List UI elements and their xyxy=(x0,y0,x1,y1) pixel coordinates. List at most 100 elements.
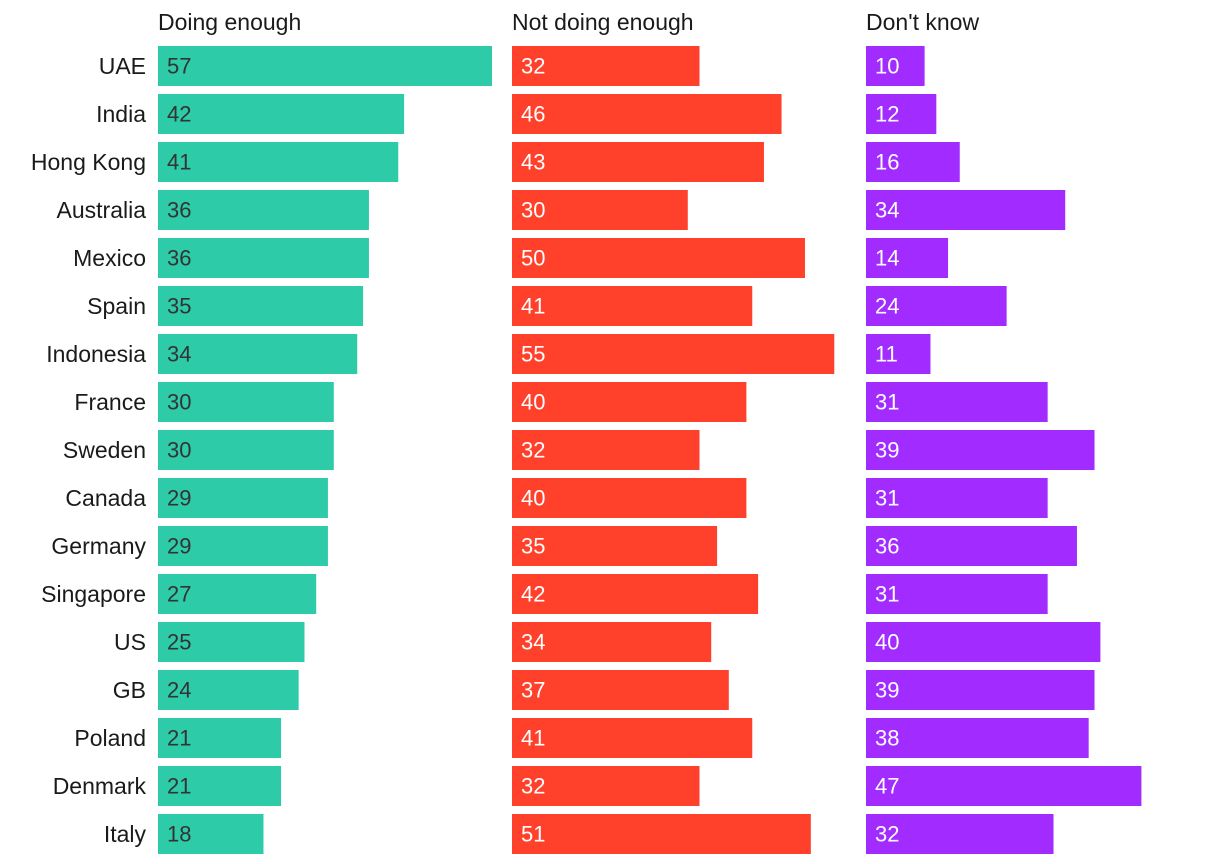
value-label: 57 xyxy=(167,54,191,79)
bar xyxy=(866,430,1095,470)
series-panel: 57 42 41 36 36 35 34 30 30 29 29 27 25 24 21 21 18 xyxy=(158,46,492,854)
series-panel: 32 46 43 30 50 41 55 40 32 40 35 42 34 37 41 32 51 xyxy=(512,46,835,854)
bar xyxy=(158,190,369,230)
bar xyxy=(512,574,759,614)
category-label: Canada xyxy=(65,485,146,511)
bar xyxy=(512,814,811,854)
bar xyxy=(158,334,358,374)
bar xyxy=(158,478,328,518)
value-label: 29 xyxy=(167,534,191,559)
value-label: 34 xyxy=(875,198,899,223)
value-label: 42 xyxy=(167,102,191,127)
bar xyxy=(512,46,700,86)
bar xyxy=(512,334,835,374)
value-label: 36 xyxy=(875,534,899,559)
category-label: India xyxy=(96,101,146,127)
value-label: 41 xyxy=(167,150,191,175)
value-label: 29 xyxy=(167,486,191,511)
value-label: 36 xyxy=(167,246,191,271)
bar xyxy=(512,238,805,278)
category-label: Australia xyxy=(57,197,147,223)
value-label: 10 xyxy=(875,54,899,79)
value-label: 32 xyxy=(521,54,545,79)
bar xyxy=(866,190,1066,230)
bar xyxy=(158,814,264,854)
value-label: 51 xyxy=(521,822,545,847)
value-label: 35 xyxy=(521,534,545,559)
column-title: Don't know xyxy=(866,9,979,35)
category-labels: UAE India Hong Kong Australia Mexico Spain Ind… xyxy=(31,53,147,847)
value-label: 34 xyxy=(521,630,545,655)
bar xyxy=(866,718,1089,758)
bar xyxy=(158,574,317,614)
value-label: 41 xyxy=(521,294,545,319)
category-label: Sweden xyxy=(63,437,146,463)
value-label: 27 xyxy=(167,582,191,607)
value-label: 16 xyxy=(875,150,899,175)
bar xyxy=(158,382,334,422)
bar xyxy=(866,478,1048,518)
value-label: 35 xyxy=(167,294,191,319)
category-label: Singapore xyxy=(41,581,146,607)
value-label: 34 xyxy=(167,342,191,367)
bar xyxy=(866,526,1077,566)
category-label: GB xyxy=(113,677,146,703)
column-titles: Doing enough Not doing enough Don't know xyxy=(158,9,979,35)
bar xyxy=(512,766,700,806)
category-label: France xyxy=(74,389,146,415)
bar xyxy=(512,478,747,518)
value-label: 32 xyxy=(521,774,545,799)
bar xyxy=(866,670,1095,710)
value-label: 11 xyxy=(875,342,898,367)
bar xyxy=(866,94,937,134)
value-label: 30 xyxy=(167,438,191,463)
series-panel: 10 12 16 34 14 24 11 31 39 31 36 31 40 39 38 47 32 xyxy=(866,46,1142,854)
bar xyxy=(512,718,753,758)
bar xyxy=(866,766,1142,806)
value-label: 40 xyxy=(521,390,545,415)
value-label: 24 xyxy=(875,294,899,319)
bar xyxy=(866,46,925,86)
value-label: 31 xyxy=(875,486,899,511)
value-label: 40 xyxy=(521,486,545,511)
category-label: UAE xyxy=(99,53,146,79)
column-title: Doing enough xyxy=(158,9,301,35)
category-label: Poland xyxy=(74,725,146,751)
bar xyxy=(158,670,299,710)
bar-panels: 57 42 41 36 36 35 34 30 30 29 29 27 25 24 21 21 18 32 46 43… xyxy=(158,46,1142,854)
value-label: 55 xyxy=(521,342,545,367)
value-label: 14 xyxy=(875,246,899,271)
value-label: 31 xyxy=(875,582,899,607)
category-label: US xyxy=(114,629,146,655)
bar xyxy=(866,334,931,374)
bar xyxy=(158,718,282,758)
value-label: 24 xyxy=(167,678,191,703)
value-label: 46 xyxy=(521,102,545,127)
bar xyxy=(512,142,764,182)
bar xyxy=(158,286,364,326)
bar xyxy=(866,238,949,278)
bar xyxy=(158,766,282,806)
bar xyxy=(158,526,328,566)
value-label: 32 xyxy=(521,438,545,463)
bar xyxy=(158,430,334,470)
bar xyxy=(866,574,1048,614)
bar xyxy=(158,238,369,278)
bar xyxy=(866,382,1048,422)
bar xyxy=(158,622,305,662)
bar xyxy=(512,94,782,134)
bar xyxy=(158,142,399,182)
value-label: 21 xyxy=(167,726,191,751)
bar xyxy=(158,46,492,86)
value-label: 32 xyxy=(875,822,899,847)
value-label: 36 xyxy=(167,198,191,223)
bar xyxy=(512,190,688,230)
bar xyxy=(866,814,1054,854)
value-label: 39 xyxy=(875,438,899,463)
category-label: Italy xyxy=(104,821,147,847)
value-label: 18 xyxy=(167,822,191,847)
value-label: 42 xyxy=(521,582,545,607)
category-label: Spain xyxy=(87,293,146,319)
value-label: 31 xyxy=(875,390,899,415)
